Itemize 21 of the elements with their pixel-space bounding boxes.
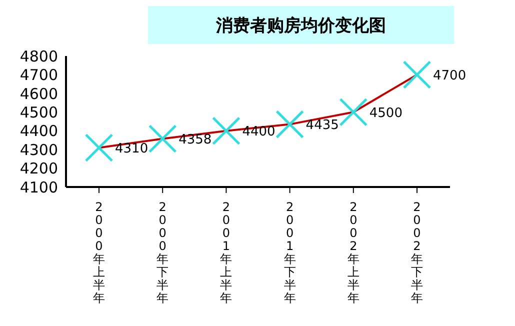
y-tick-label: 4600 bbox=[20, 84, 58, 103]
x-tick-label: 2001年上半年 bbox=[220, 200, 232, 305]
data-label: 4400 bbox=[242, 124, 276, 140]
data-label: 4435 bbox=[306, 118, 339, 133]
data-label: 4700 bbox=[433, 68, 466, 84]
y-tick-label: 4800 bbox=[20, 47, 58, 66]
data-label: 4500 bbox=[369, 106, 402, 121]
data-label: 4310 bbox=[115, 141, 148, 156]
x-tick-label: 2001年下半年 bbox=[284, 200, 296, 305]
y-tick-label: 4400 bbox=[20, 122, 58, 140]
x-tick-label: 2000年上半年 bbox=[93, 200, 105, 305]
y-tick-label: 4500 bbox=[20, 103, 58, 122]
y-tick-label: 4100 bbox=[20, 178, 58, 196]
y-tick-label: 4300 bbox=[20, 140, 58, 159]
data-label: 4358 bbox=[178, 132, 212, 148]
y-tick-label: 4200 bbox=[20, 160, 58, 178]
x-tick-label: 2002年下半年 bbox=[411, 200, 423, 305]
x-tick-label: 2002年上半年 bbox=[347, 200, 360, 305]
chart-title: 消费者购房均价变化图 bbox=[148, 6, 454, 44]
y-tick-label: 4700 bbox=[20, 66, 58, 84]
x-tick-label: 2000年下半年 bbox=[156, 200, 169, 305]
